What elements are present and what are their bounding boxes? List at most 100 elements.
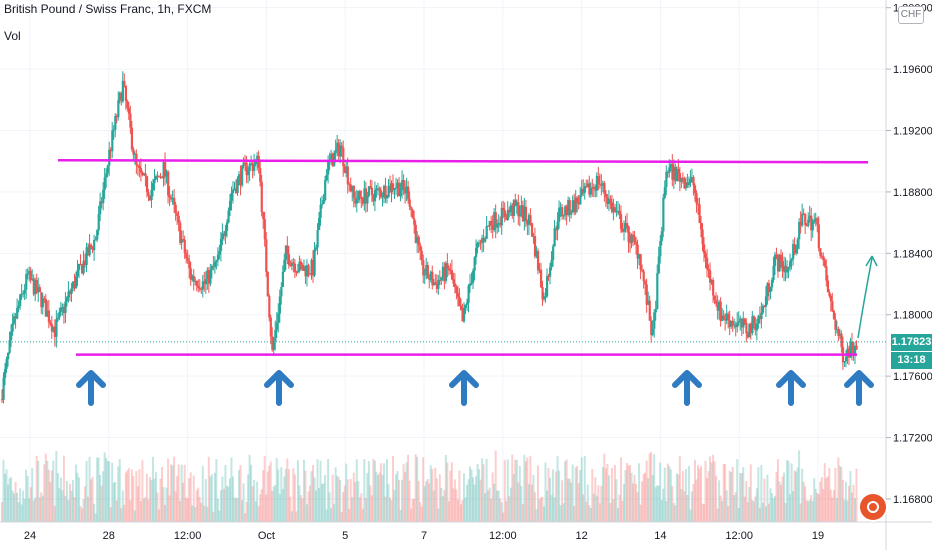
candle-body xyxy=(105,173,108,178)
volume-bar xyxy=(423,486,426,522)
symbol-title[interactable]: British Pound / Swiss Franc, 1h, FXCM xyxy=(4,2,212,16)
volume-bar xyxy=(200,502,203,522)
candle-body xyxy=(651,328,654,335)
volume-bar xyxy=(704,460,707,522)
candle-body xyxy=(724,318,727,321)
volume-bar xyxy=(411,498,414,522)
volume-bar xyxy=(28,498,31,522)
candle-body xyxy=(461,310,464,322)
time-axis-ticks[interactable]: 24 28 12:00 Oct 5 7 12:00 12 14 12:00 19 xyxy=(24,530,824,542)
candle-body xyxy=(580,188,583,196)
volume-bar xyxy=(147,499,150,522)
time-tick-label: 5 xyxy=(342,530,348,542)
volume-bar xyxy=(464,497,467,522)
volume-bar xyxy=(88,456,91,522)
volume-bar xyxy=(327,459,330,522)
candle-body xyxy=(304,266,307,277)
volume-bar xyxy=(737,508,740,522)
candle-body xyxy=(462,307,466,322)
candle-body xyxy=(162,162,165,179)
candle-body xyxy=(281,271,285,287)
candle-body xyxy=(348,184,351,186)
candle-body xyxy=(607,199,611,204)
volume-bar xyxy=(132,476,135,522)
volume-bar xyxy=(212,511,215,522)
volume-bar xyxy=(725,490,728,522)
volume-bar xyxy=(739,473,742,522)
volume-bar xyxy=(153,478,156,522)
candle-body xyxy=(609,199,612,203)
candle-body xyxy=(43,298,46,300)
volume-bar xyxy=(447,501,450,522)
volume-bar xyxy=(97,457,100,522)
volume-bar xyxy=(310,471,313,522)
currency-label[interactable]: CHF xyxy=(898,6,924,24)
candle-body xyxy=(38,287,41,293)
volume-bar xyxy=(124,472,127,522)
volume-bar xyxy=(653,454,656,522)
candle-body xyxy=(434,282,437,285)
candle-body xyxy=(778,254,781,272)
tradingview-logo-icon[interactable] xyxy=(860,494,886,520)
candle-body xyxy=(151,183,155,190)
candle-body xyxy=(776,257,780,272)
candle-body xyxy=(373,190,377,202)
candle-body xyxy=(358,191,361,197)
candle-body xyxy=(745,322,748,334)
volume-bar xyxy=(662,488,665,522)
volume-bar xyxy=(772,498,775,522)
candle-body xyxy=(846,348,849,357)
candle-body xyxy=(266,271,269,297)
volume-bar xyxy=(502,512,505,522)
candle-body xyxy=(124,85,127,101)
volume-label[interactable]: Vol xyxy=(4,29,21,43)
volume-bar xyxy=(431,469,434,522)
candle-body xyxy=(770,280,774,288)
candle-body xyxy=(441,266,445,278)
candle-body xyxy=(459,305,463,311)
volume-bar xyxy=(703,504,706,522)
candle-body xyxy=(508,209,511,213)
volume-bar xyxy=(387,484,390,522)
volume-bar xyxy=(585,501,588,522)
volume-bar xyxy=(296,460,299,522)
volume-bar xyxy=(635,484,638,522)
candle-body xyxy=(213,261,217,268)
price-axis-ticks[interactable]: 1.200001.196001.192001.188001.184001.180… xyxy=(886,3,932,506)
volume-bar xyxy=(616,507,619,522)
candle-body xyxy=(577,202,580,205)
volume-bar xyxy=(441,496,444,522)
candle-body xyxy=(586,183,589,188)
volume-bar xyxy=(497,490,500,522)
volume-bar xyxy=(853,498,856,522)
volume-bar xyxy=(808,499,811,522)
candle-body xyxy=(25,273,28,290)
volume-bar xyxy=(112,482,115,522)
volume-bar xyxy=(434,467,437,522)
volume-bar xyxy=(259,494,262,522)
candle-body xyxy=(751,316,754,334)
candle-body xyxy=(325,174,328,181)
volume-bar xyxy=(108,461,111,522)
candle-body xyxy=(379,190,383,198)
candle-body xyxy=(481,237,484,243)
candle-body xyxy=(423,274,426,276)
candle-body xyxy=(215,260,218,262)
candle-body xyxy=(573,200,576,213)
candle-body xyxy=(783,265,786,272)
volume-bar xyxy=(444,455,447,522)
candle-body xyxy=(2,377,5,400)
volume-bar xyxy=(844,481,847,522)
candle-body xyxy=(852,350,855,354)
volume-bar xyxy=(127,467,130,522)
candle-body xyxy=(236,178,239,193)
volume-bar xyxy=(675,473,678,522)
candle-body xyxy=(690,177,694,179)
candle-body xyxy=(408,199,411,207)
candle-body xyxy=(56,317,60,320)
candle-body xyxy=(260,181,263,212)
candle-body xyxy=(271,336,274,350)
volume-bar xyxy=(733,495,736,522)
candle-body xyxy=(20,293,23,295)
